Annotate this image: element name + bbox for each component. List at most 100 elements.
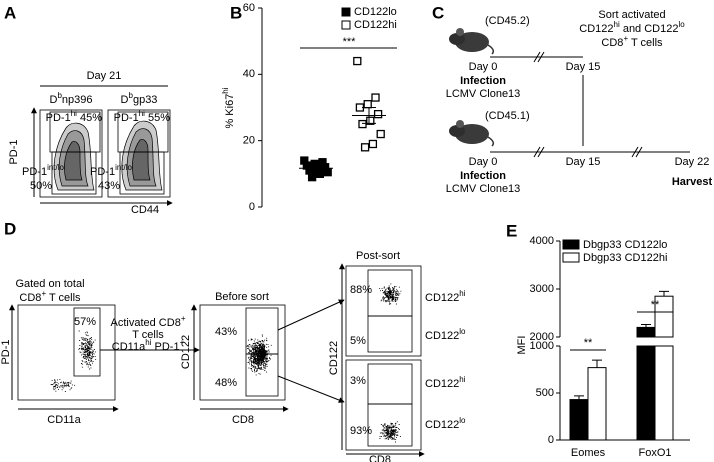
text-piece: T cells	[132, 329, 164, 341]
legend-label: Dbgp33 CD122lo	[583, 239, 667, 251]
superscript: +	[41, 289, 46, 298]
significance: **	[584, 337, 593, 349]
text-piece: CD122	[579, 23, 613, 35]
text-piece: CD8	[19, 292, 41, 304]
text-piece: and CD122	[620, 23, 679, 35]
strain: (CD45.1)	[485, 110, 530, 122]
text-piece: 55%	[145, 112, 170, 124]
plot-title: Dbgp33	[121, 91, 158, 106]
panel-label: C	[432, 3, 444, 22]
gate-name: CD122hi	[425, 289, 466, 304]
significance: ***	[343, 36, 357, 48]
panel-label: E	[506, 221, 517, 240]
y-tick-label: 2000	[530, 331, 554, 343]
point	[358, 119, 367, 129]
text-piece: 45%	[77, 112, 102, 124]
superscript: hi	[145, 338, 151, 347]
text-piece: Sort activated	[598, 9, 665, 21]
gate-label: PD-1int/lo	[90, 163, 133, 178]
day: Day 15	[566, 156, 601, 168]
superscript: hi	[139, 109, 145, 118]
text-piece: np396	[62, 94, 93, 106]
superscript: hi	[459, 375, 465, 384]
error-bar	[641, 324, 651, 328]
y-axis-label: CD122	[180, 335, 192, 369]
text-piece: % Ki67	[224, 94, 236, 129]
y-tick-label: 500	[536, 387, 554, 399]
panel-c-layout	[448, 27, 690, 158]
point	[360, 143, 370, 152]
text-piece: CD122	[425, 419, 459, 431]
plot-title: Before sort	[215, 291, 269, 303]
text-piece: T cells	[628, 37, 663, 49]
text-piece: T cells	[46, 292, 81, 304]
gate-note: T cells	[132, 329, 164, 341]
y-axis-label: PD-1	[0, 339, 12, 364]
gate-name: CD122hi	[425, 375, 466, 390]
y-tick-label: 40	[243, 68, 255, 80]
gate-note: Activated CD8+	[111, 314, 186, 329]
superscript: int/lo	[47, 163, 64, 172]
day: Day 0	[469, 156, 498, 168]
point	[371, 93, 380, 102]
infection: Infection	[460, 170, 506, 182]
x-tick-label: Eomes	[571, 447, 606, 459]
text-piece: PD-1	[114, 112, 139, 124]
point	[315, 169, 325, 178]
sort-text: Sort activated	[598, 9, 665, 21]
y-tick-label: 1000	[530, 340, 554, 352]
significance: **	[651, 299, 660, 311]
gate-percent: 50%	[30, 180, 52, 192]
gate-percent: 48%	[215, 377, 237, 389]
y-tick-label: 3000	[530, 283, 554, 295]
sem-bar	[362, 107, 376, 124]
day: Day 22	[675, 156, 710, 168]
panel-label: B	[230, 3, 242, 22]
point	[376, 129, 385, 139]
text-piece: PD-1	[151, 341, 179, 353]
bar	[636, 326, 656, 338]
point	[363, 100, 372, 109]
bar	[654, 345, 674, 441]
bar	[587, 367, 607, 441]
y-axis-label: CD122	[328, 341, 340, 375]
gate-label: PD-1int/lo	[22, 163, 65, 178]
text-piece: CD8	[601, 37, 623, 49]
point	[368, 139, 378, 149]
sort-text: CD122hi and CD122lo	[579, 20, 685, 35]
legend-marker	[341, 7, 351, 17]
text-piece: gp33	[133, 94, 157, 106]
gate-percent: 93%	[350, 425, 372, 437]
gate-note: CD8+ T cells	[19, 289, 81, 304]
strain: (CD45.2)	[485, 15, 530, 27]
superscript: b	[129, 91, 134, 100]
gate-label: PD-1hi 55%	[114, 109, 171, 124]
gate-percent: 43%	[98, 180, 120, 192]
x-tick-label: FoxO1	[638, 447, 671, 459]
x-axis-label: CD11a	[47, 414, 81, 426]
day: Day 15	[566, 61, 601, 73]
day: Day 0	[469, 61, 498, 73]
superscript: lo	[459, 416, 466, 425]
gate-percent: 43%	[215, 326, 237, 338]
plot-title: Post-sort	[356, 250, 400, 262]
text-piece: PD-1	[22, 166, 47, 178]
y-tick-label: 4000	[530, 235, 554, 247]
bar	[569, 399, 589, 441]
y-tick-label: 0	[249, 201, 255, 213]
virus: LCMV Clone13	[446, 183, 521, 195]
sem-bar	[309, 166, 323, 171]
dot-cloud	[245, 334, 272, 376]
y-tick-label: 20	[243, 135, 255, 147]
legend-marker	[562, 239, 580, 250]
legend-label: CD122hi	[354, 19, 397, 31]
gate-name: CD122lo	[425, 416, 466, 431]
infection: Infection	[460, 75, 506, 87]
error-bar	[592, 359, 602, 368]
dot-cloud	[379, 283, 402, 305]
legend-marker	[341, 20, 351, 30]
error-bar	[574, 395, 584, 400]
point	[307, 172, 317, 182]
superscript: +	[180, 338, 185, 347]
